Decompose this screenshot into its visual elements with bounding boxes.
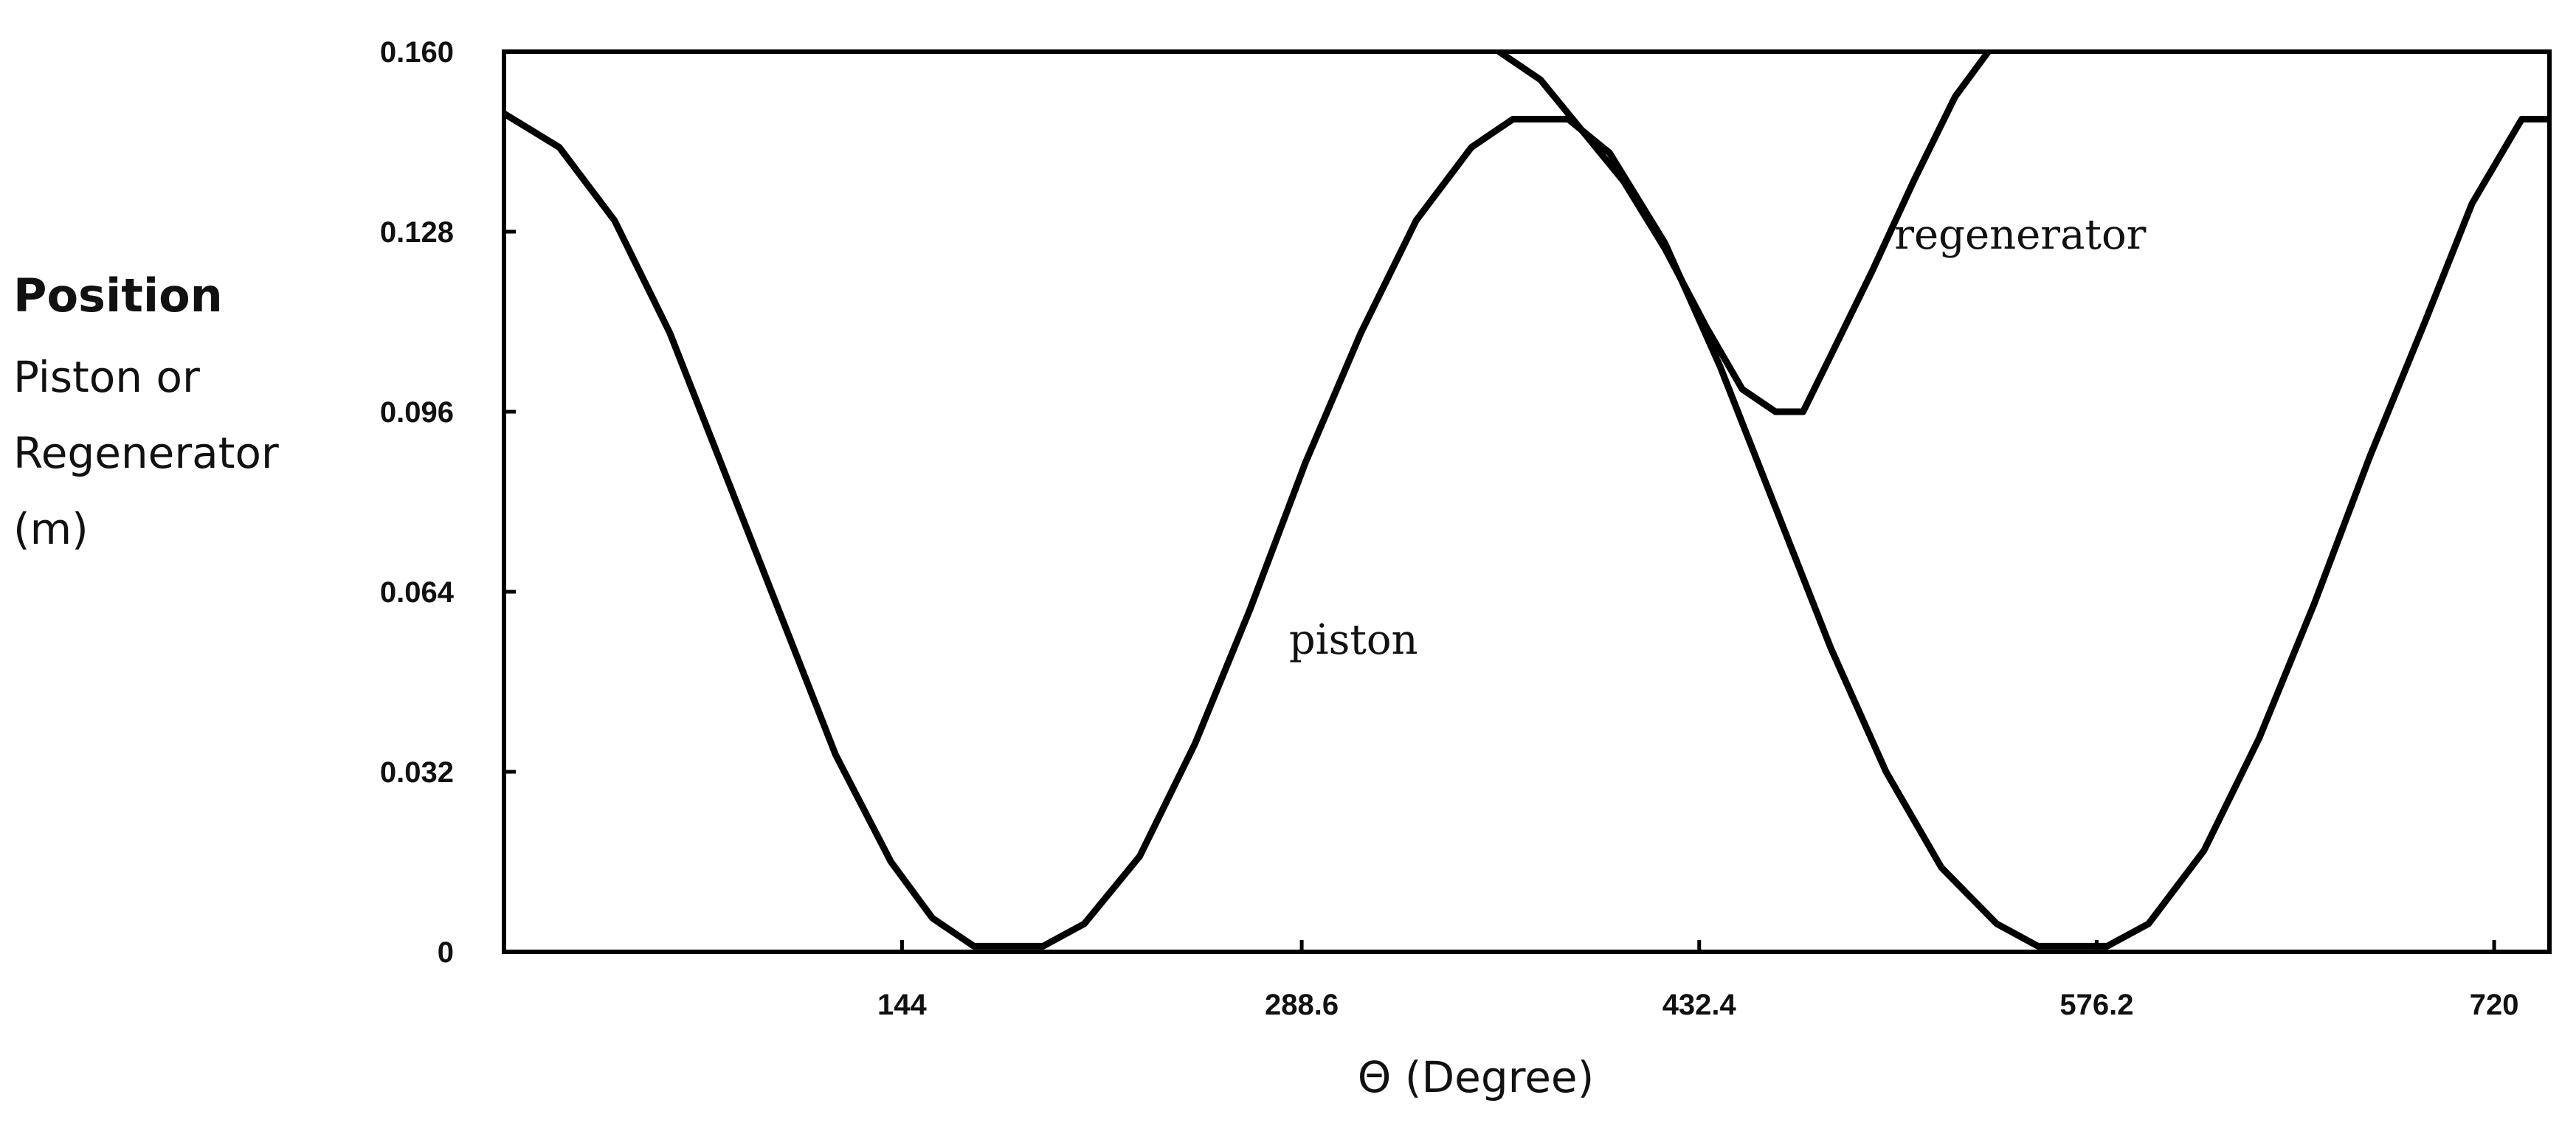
- regenerator-line: [1496, 52, 1992, 415]
- x-axis-title: Θ (Degree): [1358, 1052, 1594, 1102]
- piston-line: [504, 110, 2549, 950]
- x-tick-label: 576.2: [2059, 989, 2133, 1021]
- regenerator-label: regenerator: [1894, 211, 2146, 259]
- y-axis-title-line-2: Piston or: [13, 352, 200, 402]
- y-axis-title: Position Piston or Regenerator (m): [13, 269, 279, 554]
- y-tick-label: 0.064: [380, 576, 455, 609]
- plot-area: 0 0.032 0.064 0.096 0.128 0.160 144 288.6 432.4 5…: [380, 36, 2552, 1021]
- y-tick-label: 0: [438, 936, 454, 969]
- x-tick-label: 288.6: [1265, 989, 1339, 1021]
- x-tick-label: 144: [877, 989, 927, 1021]
- x-tick-label: 432.4: [1662, 989, 1737, 1021]
- y-axis-title-line-4: (m): [13, 504, 89, 554]
- y-tick-label: 0.096: [380, 396, 454, 429]
- piston-label: piston: [1289, 616, 1418, 664]
- y-tick-label: 0.032: [380, 756, 454, 789]
- y-axis-title-line-1: Position: [13, 269, 223, 322]
- plot-frame: [502, 49, 2552, 954]
- y-tick-label: 0.160: [380, 36, 454, 69]
- y-axis-title-line-3: Regenerator: [13, 428, 279, 478]
- x-tick-label: 720: [2470, 989, 2519, 1021]
- y-tick-label: 0.128: [380, 216, 454, 249]
